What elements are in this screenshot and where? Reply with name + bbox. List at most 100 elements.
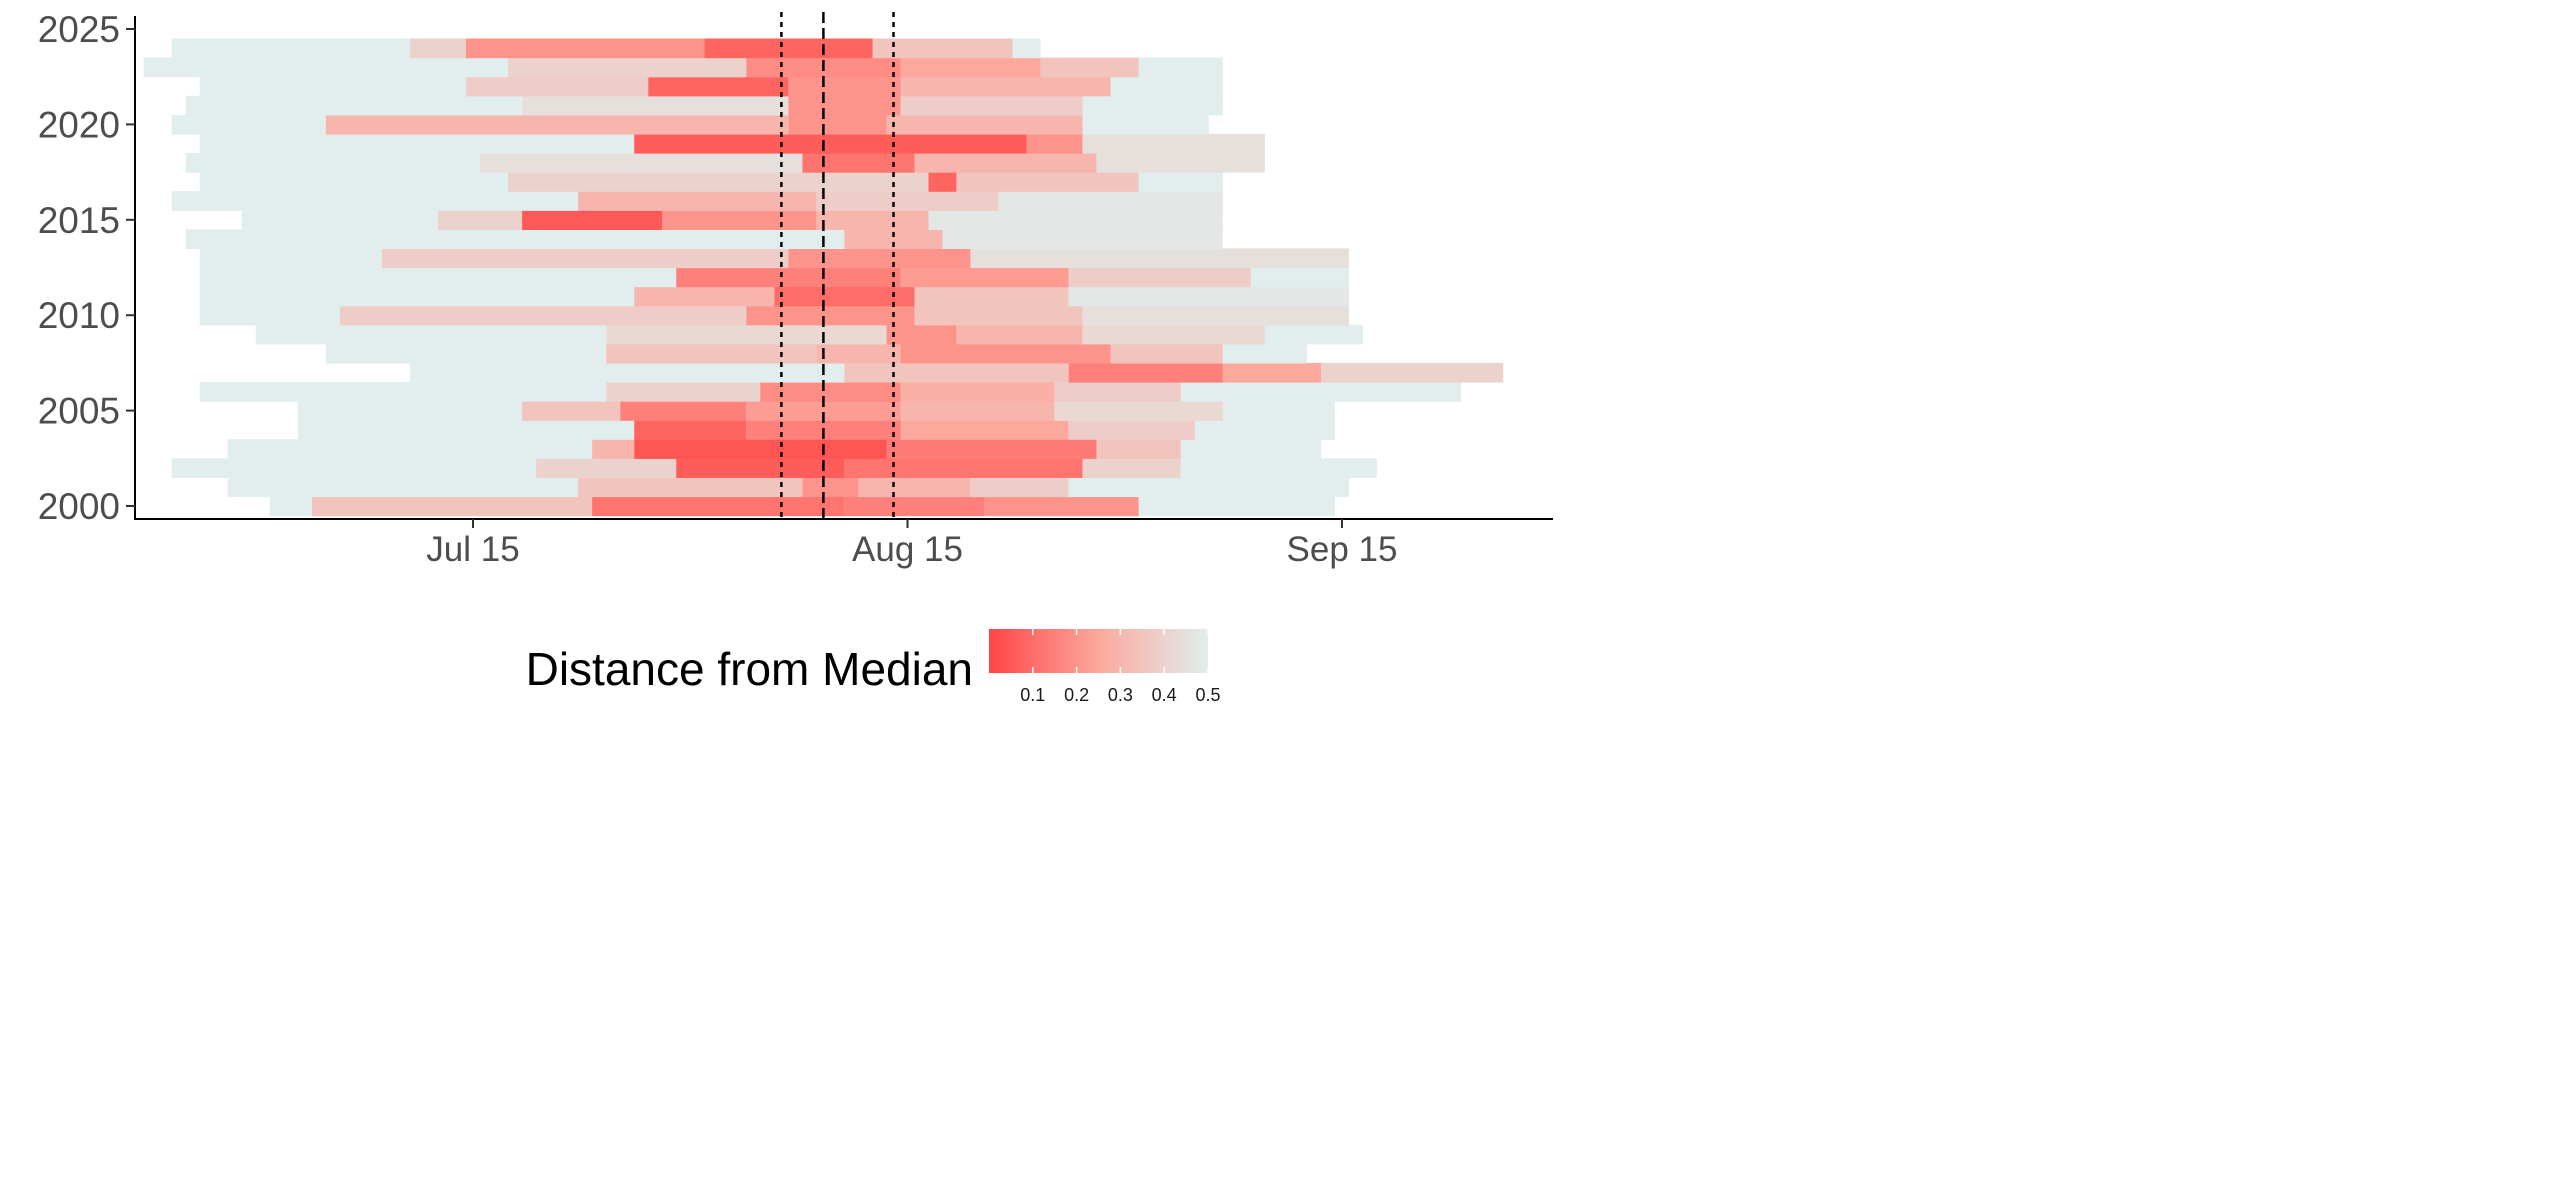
heatmap-cell [466, 38, 705, 59]
heatmap-chart: 2000 2005 2010 2015 2020 2025 Jul 15 Aug 15 Sep… [38, 9, 1553, 705]
heatmap-cell [970, 248, 1349, 269]
heatmap-cell [900, 420, 1069, 440]
heatmap-cell [662, 210, 817, 230]
heatmap-cell [900, 267, 1069, 288]
legend-title: Distance from Median [526, 643, 973, 695]
legend-tick-label: 0.1 [1020, 685, 1045, 705]
heatmap-cell [802, 153, 915, 173]
heatmap-cell [760, 382, 901, 402]
heatmap-cell [1054, 382, 1181, 402]
legend-tick-label: 0.5 [1195, 685, 1220, 705]
legend-tick-label: 0.2 [1064, 685, 1089, 705]
heatmap-cell [1082, 95, 1223, 116]
heatmap-cell [606, 324, 887, 345]
heatmap-cell [746, 401, 901, 421]
heatmap-cell [634, 286, 775, 307]
heatmap-cell [844, 362, 1069, 383]
heatmap-cell [900, 57, 1041, 78]
heatmap-cell [1068, 267, 1251, 288]
heatmap-cell [900, 401, 1055, 421]
heatmap-cell [900, 343, 1111, 364]
heatmap-cell [1138, 172, 1223, 192]
heatmap-cell [185, 95, 523, 116]
heatmap-cell [199, 267, 677, 288]
heatmap-cell [844, 496, 985, 517]
heatmap-cell [1012, 38, 1041, 59]
heatmap-cell [185, 229, 845, 249]
reference-lines [780, 12, 895, 519]
heatmap-cell [297, 401, 523, 421]
heatmap-cell [956, 172, 1139, 192]
heatmap-cell [704, 38, 873, 59]
heatmap-cell [1222, 362, 1321, 383]
heatmap-cell [1082, 324, 1265, 345]
heatmap-cell [199, 133, 635, 154]
heatmap-cell [199, 172, 509, 192]
heatmap-cell [774, 286, 915, 307]
heatmap-cell [788, 114, 887, 135]
heatmap-cell [886, 439, 1097, 459]
heatmap-cell [1082, 114, 1209, 135]
heatmap-cell [816, 191, 999, 211]
y-tick-label: 2000 [38, 486, 120, 527]
heatmap-cell [522, 401, 621, 421]
heatmap-cell [858, 477, 971, 498]
heatmap-cell [1082, 458, 1181, 478]
heatmap-cell [199, 248, 382, 269]
heatmap-cell [606, 382, 761, 402]
heatmap-cell [171, 38, 410, 59]
heatmap-cell [914, 286, 1069, 307]
y-tick-label: 2005 [38, 391, 120, 432]
heatmap-cell [1096, 439, 1181, 459]
heatmap-cell [1026, 133, 1083, 154]
y-tick-label: 2010 [38, 295, 120, 336]
heatmap-cell [199, 76, 466, 97]
heatmap-cell [886, 114, 1083, 135]
heatmap-cell [1138, 57, 1223, 78]
heatmap-cell [1180, 382, 1462, 402]
heatmap-cell [1040, 57, 1139, 78]
heatmap-cell [788, 248, 971, 269]
legend: Distance from Median 0.1 0.2 0.3 0.4 0.5 [526, 629, 1221, 705]
heatmap-cell [227, 477, 579, 498]
heatmap-cell [634, 420, 747, 440]
heatmap-cell [480, 153, 803, 173]
heatmap-cell [1082, 305, 1349, 326]
heatmap-cell [970, 477, 1069, 498]
y-axis-ticks: 2000 2005 2010 2015 2020 2025 [38, 9, 135, 527]
heatmap-cell [522, 210, 663, 230]
x-tick-label: Jul 15 [426, 530, 519, 569]
heatmap-cell [1321, 362, 1504, 383]
heatmap-cell [508, 57, 747, 78]
heatmap-cell [199, 286, 635, 307]
heatmap-cell [311, 496, 593, 517]
heatmap-cell [984, 496, 1139, 517]
x-tick-label: Aug 15 [852, 530, 963, 569]
heatmap-cell [409, 362, 845, 383]
heatmap-cell [1138, 496, 1335, 517]
heatmap-cell [648, 76, 789, 97]
heatmap-cell [199, 305, 340, 326]
x-tick-label: Sep 15 [1287, 530, 1398, 569]
heatmap-cell [171, 114, 326, 135]
heatmap-cell [466, 76, 649, 97]
heatmap-cell [381, 248, 789, 269]
y-tick-label: 2020 [38, 104, 120, 145]
heatmap-cell [942, 229, 1223, 249]
legend-tick-label: 0.4 [1152, 685, 1177, 705]
heatmap-cell [956, 324, 1083, 345]
heatmap-cell [928, 210, 1223, 230]
heatmap-cell [1096, 153, 1265, 173]
heatmap-cell [578, 191, 817, 211]
heatmap-cell [578, 477, 803, 498]
heatmap-cell [592, 439, 635, 459]
heatmap-cell [788, 95, 901, 116]
heatmap-cell [844, 229, 943, 249]
heatmap-cell [297, 420, 635, 440]
heatmap-cell [171, 458, 537, 478]
legend-tick-label: 0.3 [1108, 685, 1133, 705]
heatmap-cell [1194, 420, 1335, 440]
legend-colorbar [989, 629, 1208, 673]
heatmap-cell [325, 114, 789, 135]
heatmap-cell [1110, 76, 1223, 97]
